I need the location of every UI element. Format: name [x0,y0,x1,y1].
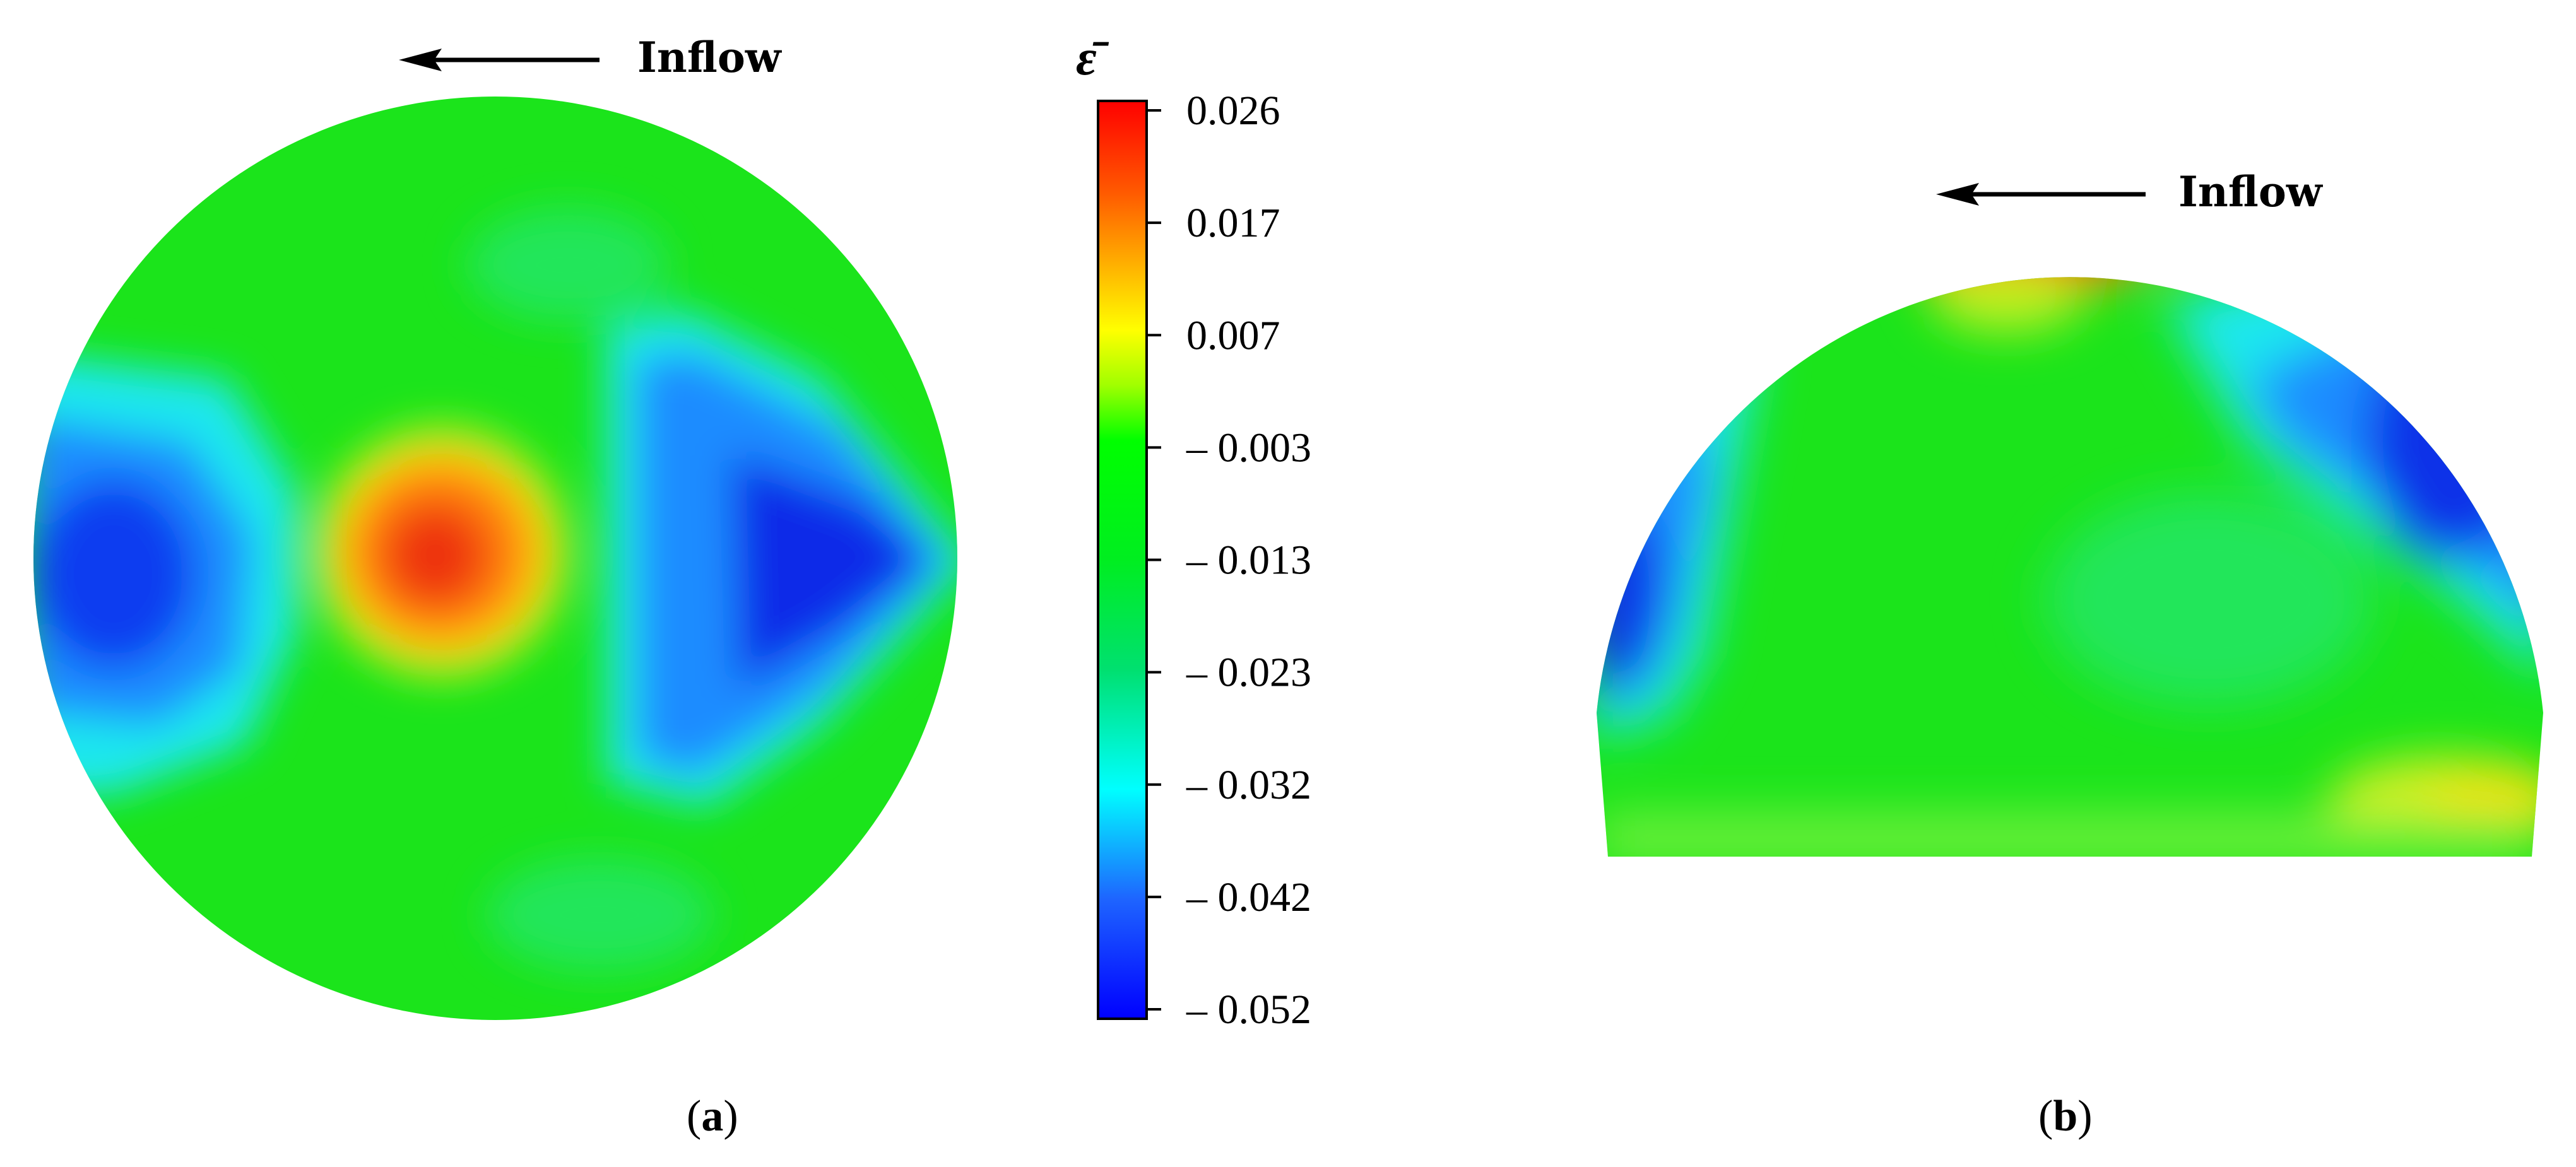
colorbar-tick-label: 0.017 [1186,200,1280,246]
colorbar-tick-label: 0.007 [1186,312,1280,358]
colorbar-gradient [1097,100,1148,1020]
colorbar-tick-label: – 0.023 [1186,650,1311,696]
colorbar: ε̄ 0.026 0.017 0.007 – 0.003 – 0.013 – 0.023 –… [1076,30,1311,1033]
inflow-label-a: Inflow [637,33,783,82]
inflow-arrow-a [399,49,600,71]
colorbar-tick-label: – 0.052 [1186,987,1311,1033]
colorbar-tick-label: – 0.032 [1186,762,1311,808]
panel-caption-a: (a) [687,1092,738,1141]
colorbar-tick-label: – 0.042 [1186,874,1311,920]
colorbar-tick-label: 0.026 [1186,88,1280,134]
inflow-arrow-b [1936,183,2146,206]
panel-caption-b: (b) [2038,1092,2093,1141]
colorbar-tick-label: – 0.003 [1186,425,1311,471]
colorbar-tick-label: – 0.013 [1186,537,1311,584]
colorbar-ticks: 0.026 0.017 0.007 – 0.003 – 0.013 – 0.023 – 0.… [1147,88,1311,1033]
contour-panel-b [1597,277,2543,857]
inflow-label-b: Inflow [2178,167,2324,216]
colorbar-title: ε̄ [1076,30,1109,86]
contour-panel-a [33,97,957,1020]
